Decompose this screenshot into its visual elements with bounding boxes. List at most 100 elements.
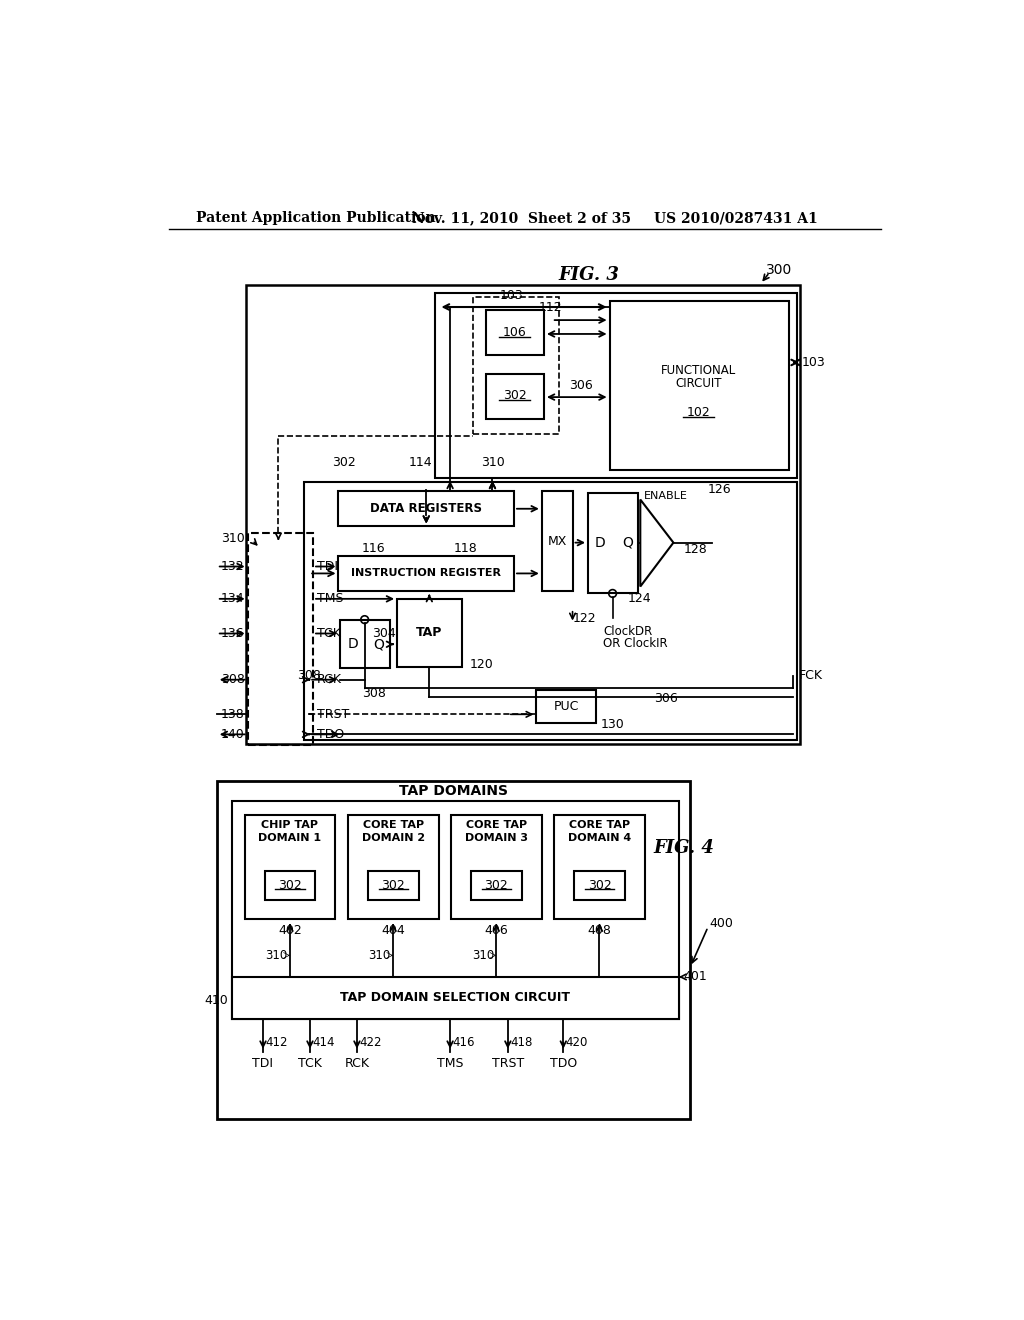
FancyBboxPatch shape: [245, 816, 336, 919]
Text: 140: 140: [221, 727, 245, 741]
Text: TAP: TAP: [416, 626, 442, 639]
Text: ENABLE: ENABLE: [644, 491, 688, 500]
Text: TDO: TDO: [550, 1056, 577, 1069]
FancyBboxPatch shape: [435, 293, 797, 478]
FancyBboxPatch shape: [348, 816, 438, 919]
Text: 134: 134: [221, 593, 245, 606]
Text: 103: 103: [802, 356, 825, 370]
Text: 310: 310: [369, 949, 391, 962]
FancyBboxPatch shape: [339, 556, 514, 591]
Text: D: D: [348, 638, 358, 651]
FancyBboxPatch shape: [588, 494, 638, 594]
Text: Q: Q: [373, 638, 384, 651]
Text: CHIP TAP: CHIP TAP: [261, 820, 318, 830]
Text: 118: 118: [454, 543, 477, 556]
Text: 302: 302: [503, 389, 526, 403]
Text: ClockDR: ClockDR: [603, 624, 652, 638]
Text: 112: 112: [539, 301, 562, 314]
Text: 406: 406: [484, 924, 508, 937]
Text: DOMAIN 1: DOMAIN 1: [258, 833, 322, 842]
Text: 300: 300: [766, 263, 792, 277]
FancyBboxPatch shape: [368, 871, 419, 900]
Text: TDI: TDI: [253, 1056, 273, 1069]
FancyBboxPatch shape: [471, 871, 521, 900]
Text: CORE TAP: CORE TAP: [569, 820, 630, 830]
Text: 412: 412: [265, 1036, 288, 1049]
Text: FIG. 3: FIG. 3: [558, 267, 620, 284]
Text: 416: 416: [453, 1036, 475, 1049]
Text: 136: 136: [221, 627, 245, 640]
Text: 128: 128: [683, 543, 708, 556]
Text: Patent Application Publication: Patent Application Publication: [196, 211, 435, 226]
Text: 106: 106: [503, 326, 526, 339]
Text: 302: 302: [333, 455, 356, 469]
FancyBboxPatch shape: [232, 977, 679, 1019]
Text: 308: 308: [220, 673, 245, 686]
Text: 302: 302: [279, 879, 302, 892]
Text: 308: 308: [297, 669, 321, 682]
Text: CORE TAP: CORE TAP: [466, 820, 527, 830]
Text: 310: 310: [472, 949, 494, 962]
FancyBboxPatch shape: [451, 816, 542, 919]
Text: 310: 310: [221, 532, 245, 545]
Text: TAP DOMAINS: TAP DOMAINS: [399, 784, 509, 799]
Text: 306: 306: [569, 379, 593, 392]
Text: 310: 310: [481, 455, 505, 469]
FancyBboxPatch shape: [574, 871, 625, 900]
FancyBboxPatch shape: [246, 285, 801, 743]
Text: 126: 126: [708, 483, 732, 496]
Text: TRST: TRST: [492, 1056, 524, 1069]
Text: 408: 408: [588, 924, 611, 937]
Text: 116: 116: [361, 543, 385, 556]
Text: CIRCUIT: CIRCUIT: [676, 376, 722, 389]
FancyBboxPatch shape: [537, 690, 596, 723]
Text: 401: 401: [683, 970, 708, 983]
FancyBboxPatch shape: [486, 374, 544, 418]
Text: 302: 302: [588, 879, 611, 892]
Text: 400: 400: [710, 916, 733, 929]
Text: 418: 418: [510, 1036, 532, 1049]
Text: US 2010/0287431 A1: US 2010/0287431 A1: [654, 211, 818, 226]
Text: TMS: TMS: [437, 1056, 463, 1069]
Text: FUNCTIONAL: FUNCTIONAL: [662, 363, 736, 376]
Text: Q: Q: [622, 536, 633, 549]
Text: RCK: RCK: [344, 1056, 370, 1069]
Text: 102: 102: [687, 407, 711, 418]
Text: DOMAIN 3: DOMAIN 3: [465, 833, 527, 842]
Text: FCK: FCK: [799, 669, 823, 682]
Text: D: D: [595, 536, 605, 549]
Text: TCK: TCK: [316, 627, 341, 640]
Text: 308: 308: [361, 686, 386, 700]
Text: 410: 410: [205, 994, 228, 1007]
Text: 302: 302: [381, 879, 406, 892]
Text: TDO: TDO: [316, 727, 344, 741]
Text: CORE TAP: CORE TAP: [362, 820, 424, 830]
FancyBboxPatch shape: [217, 780, 690, 1119]
FancyBboxPatch shape: [554, 816, 645, 919]
Text: DOMAIN 2: DOMAIN 2: [361, 833, 425, 842]
Text: 304: 304: [372, 627, 395, 640]
Polygon shape: [640, 499, 674, 586]
FancyBboxPatch shape: [232, 801, 679, 1019]
Text: TRST: TRST: [316, 708, 349, 721]
Text: 120: 120: [469, 657, 494, 671]
Text: 114: 114: [409, 455, 432, 469]
FancyBboxPatch shape: [542, 491, 572, 591]
Text: 124: 124: [628, 593, 651, 606]
Text: 122: 122: [572, 612, 596, 626]
FancyBboxPatch shape: [397, 599, 463, 667]
Text: MX: MX: [548, 535, 567, 548]
FancyBboxPatch shape: [609, 301, 788, 470]
Text: TAP DOMAIN SELECTION CIRCUIT: TAP DOMAIN SELECTION CIRCUIT: [341, 991, 570, 1005]
FancyBboxPatch shape: [264, 871, 315, 900]
Text: 306: 306: [654, 693, 678, 705]
Text: 422: 422: [359, 1036, 382, 1049]
FancyBboxPatch shape: [339, 491, 514, 527]
Text: FIG. 4: FIG. 4: [653, 838, 714, 857]
FancyBboxPatch shape: [304, 482, 797, 739]
FancyBboxPatch shape: [340, 619, 390, 668]
Text: TMS: TMS: [316, 593, 343, 606]
Text: TCK: TCK: [298, 1056, 322, 1069]
Text: 103: 103: [500, 289, 523, 302]
Text: 402: 402: [279, 924, 302, 937]
